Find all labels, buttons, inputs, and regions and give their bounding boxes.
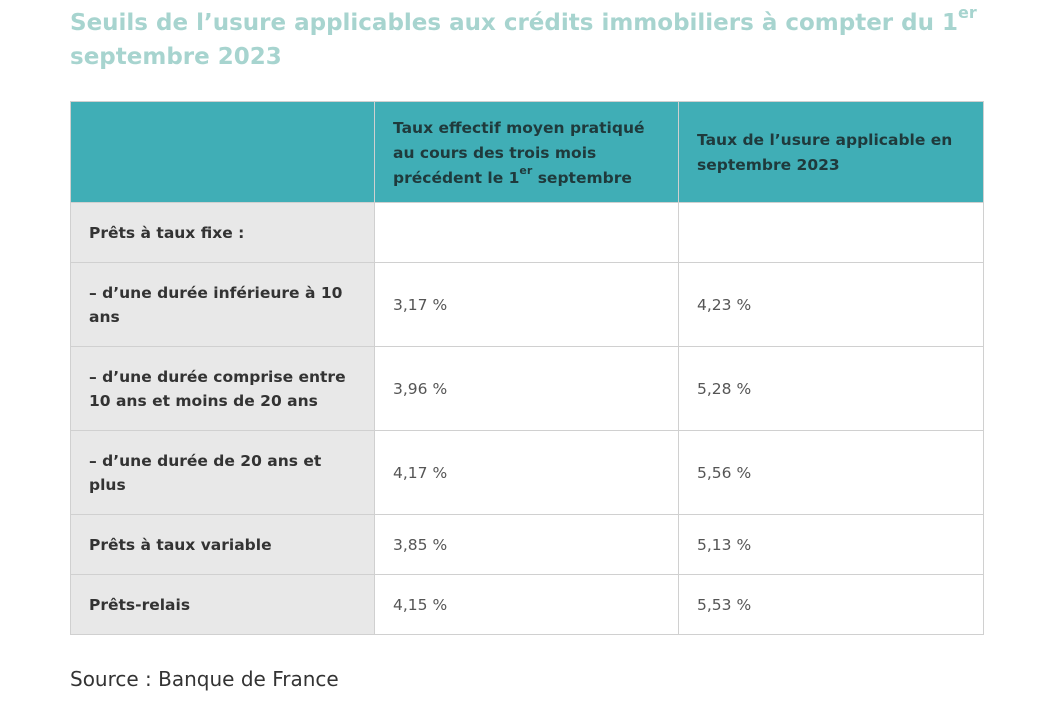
usury-rates-table: Taux effectif moyen pratiqué au cours de… bbox=[70, 101, 984, 635]
taux-moyen-cell: 4,15 % bbox=[374, 574, 679, 635]
header-taux-effectif-moyen: Taux effectif moyen pratiqué au cours de… bbox=[374, 101, 679, 203]
row-label: Prêts à taux variable bbox=[70, 514, 375, 575]
taux-moyen-cell bbox=[374, 202, 679, 263]
table-row: Prêts à taux fixe : bbox=[70, 202, 984, 263]
source-note: Source : Banque de France bbox=[70, 667, 339, 691]
taux-usure-cell bbox=[678, 202, 984, 263]
taux-moyen-cell: 3,96 % bbox=[374, 346, 679, 431]
header-taux-usure: Taux de l’usure applicable en septembre … bbox=[678, 101, 984, 203]
header-empty-cell bbox=[70, 101, 375, 203]
row-label: Prêts à taux fixe : bbox=[70, 202, 375, 263]
taux-moyen-cell: 4,17 % bbox=[374, 430, 679, 515]
table-row: – d’une durée de 20 ans et plus 4,17 % 5… bbox=[70, 430, 984, 515]
header-taux-effectif-after: septembre bbox=[532, 168, 632, 187]
header-taux-effectif-sup: er bbox=[519, 164, 533, 178]
table-header-row: Taux effectif moyen pratiqué au cours de… bbox=[70, 101, 984, 203]
taux-moyen-cell: 3,17 % bbox=[374, 262, 679, 347]
table-row: Prêts à taux variable 3,85 % 5,13 % bbox=[70, 514, 984, 575]
taux-usure-cell: 4,23 % bbox=[678, 262, 984, 347]
table-row: – d’une durée comprise entre 10 ans et m… bbox=[70, 346, 984, 431]
table-row: – d’une durée inférieure à 10 ans 3,17 %… bbox=[70, 262, 984, 347]
row-label: – d’une durée inférieure à 10 ans bbox=[70, 262, 375, 347]
header-taux-effectif-text: Taux effectif moyen pratiqué au cours de… bbox=[393, 118, 645, 187]
row-label: – d’une durée de 20 ans et plus bbox=[70, 430, 375, 515]
taux-usure-cell: 5,13 % bbox=[678, 514, 984, 575]
taux-usure-cell: 5,53 % bbox=[678, 574, 984, 635]
taux-usure-cell: 5,28 % bbox=[678, 346, 984, 431]
taux-moyen-cell: 3,85 % bbox=[374, 514, 679, 575]
header-taux-usure-text: Taux de l’usure applicable en septembre … bbox=[697, 131, 953, 174]
title-end: septembre 2023 bbox=[70, 44, 282, 70]
title-superscript: er bbox=[958, 3, 977, 23]
row-label: Prêts-relais bbox=[70, 574, 375, 635]
table-row: Prêts-relais 4,15 % 5,53 % bbox=[70, 574, 984, 635]
taux-usure-cell: 5,56 % bbox=[678, 430, 984, 515]
page-title: Seuils de l’usure applicables aux crédit… bbox=[70, 3, 1010, 74]
title-main: Seuils de l’usure applicables aux crédit… bbox=[70, 10, 959, 36]
row-label: – d’une durée comprise entre 10 ans et m… bbox=[70, 346, 375, 431]
